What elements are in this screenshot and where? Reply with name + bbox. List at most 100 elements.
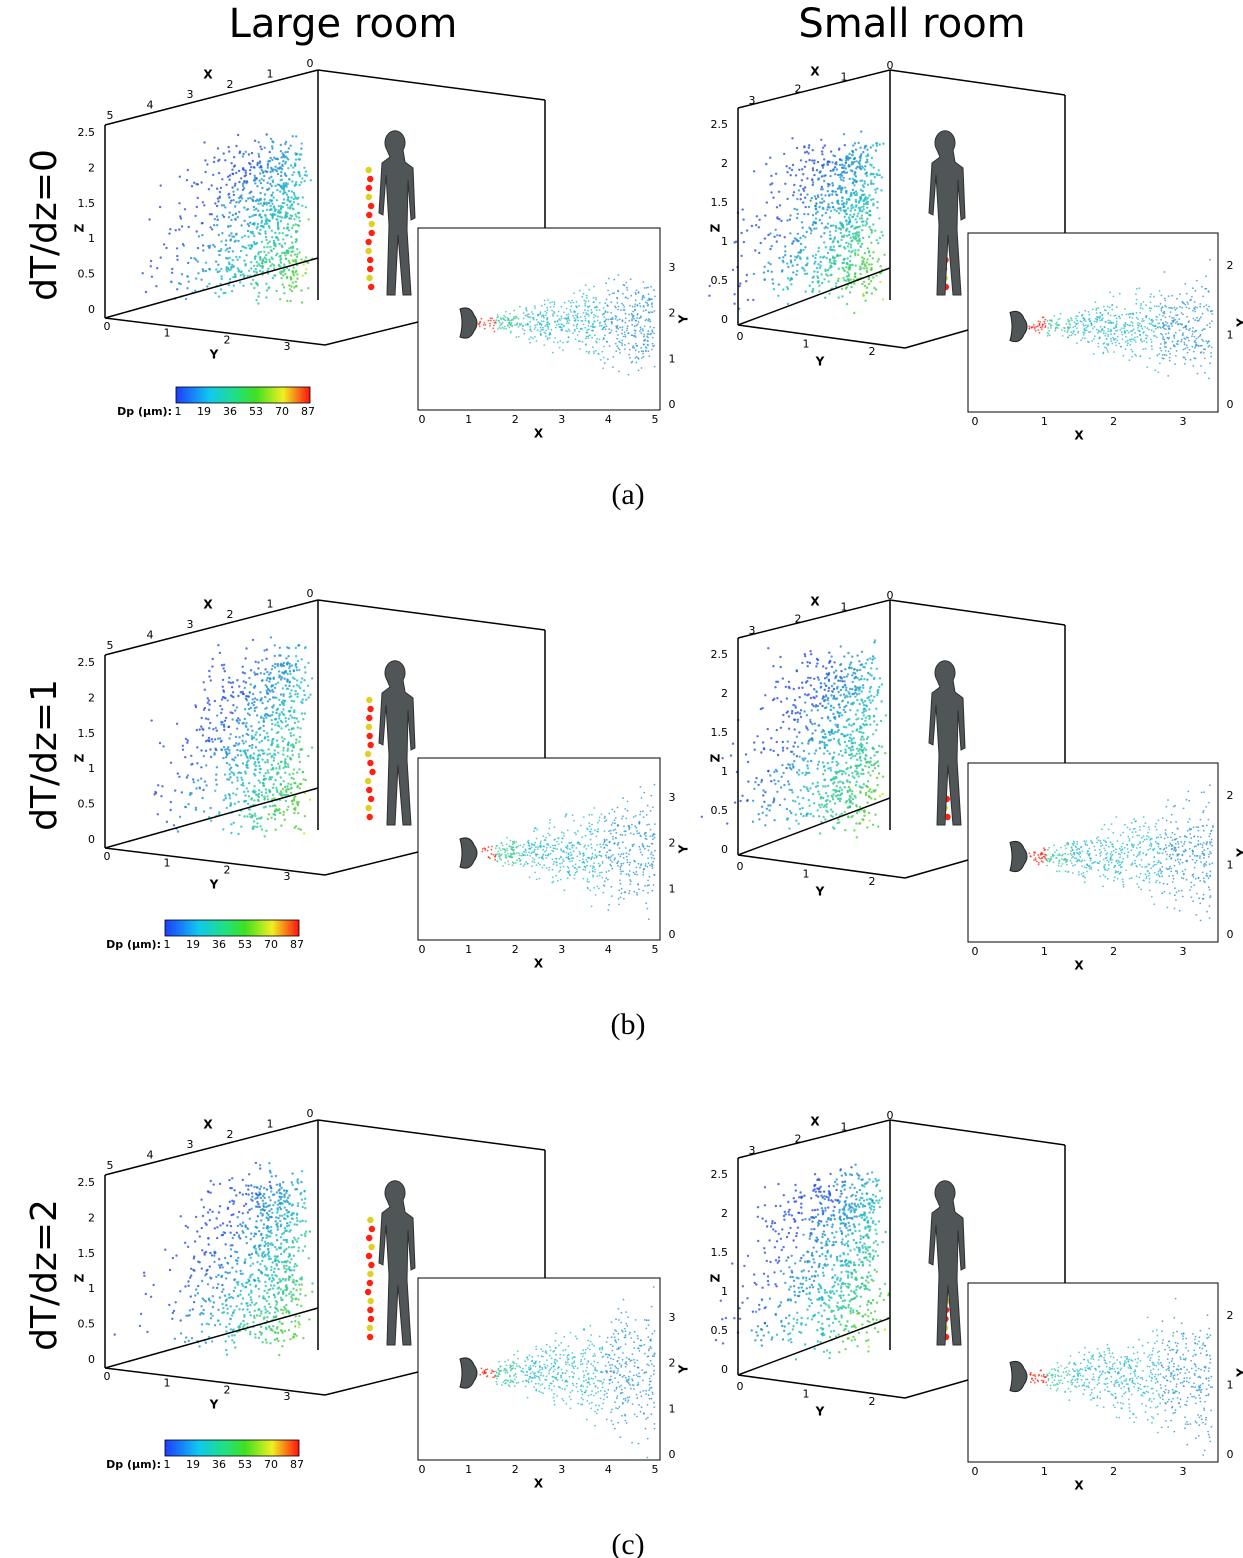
- particle: [506, 847, 508, 850]
- particle: [848, 164, 851, 168]
- particle: [857, 249, 860, 252]
- particle: [819, 264, 822, 267]
- particle: [595, 340, 597, 343]
- particle: [1164, 304, 1166, 307]
- particle: [280, 186, 283, 189]
- particle: [247, 153, 251, 156]
- particle: [274, 184, 277, 188]
- particle: [1116, 335, 1119, 338]
- particle: [215, 268, 218, 271]
- particle: [569, 851, 572, 854]
- particle: [1110, 333, 1112, 335]
- particle: [276, 721, 279, 724]
- particle: [1115, 317, 1118, 320]
- particle: [1188, 307, 1190, 310]
- particle: [795, 216, 799, 220]
- particle: [870, 241, 873, 244]
- particle: [509, 839, 512, 842]
- particle: [1072, 326, 1075, 329]
- particle: [852, 278, 855, 281]
- particle: [831, 184, 835, 187]
- particle: [870, 181, 873, 185]
- particle: [849, 243, 853, 247]
- particle: [546, 306, 549, 309]
- particle: [185, 179, 189, 182]
- particle: [778, 218, 781, 221]
- particle: [506, 836, 508, 839]
- particle: [309, 179, 312, 182]
- box-edge: [104, 257, 319, 319]
- z-tick-label: 0: [721, 313, 728, 326]
- particle: [857, 231, 861, 234]
- particle: [255, 227, 258, 230]
- particle: [213, 217, 217, 221]
- particle: [249, 221, 252, 224]
- particle: [499, 849, 502, 851]
- particle: [310, 746, 314, 749]
- particle: [1046, 334, 1049, 337]
- particle: [565, 314, 568, 316]
- particle: [263, 250, 266, 253]
- particle: [576, 334, 579, 336]
- particle: [253, 176, 257, 179]
- particle: [270, 743, 273, 746]
- particle: [551, 868, 554, 871]
- particle: [161, 785, 164, 788]
- particle: [259, 181, 263, 185]
- particle: [228, 773, 231, 776]
- particle: [235, 171, 238, 175]
- particle: [249, 172, 252, 176]
- particle: [834, 173, 837, 176]
- particle: [835, 168, 839, 171]
- particle: [305, 698, 308, 701]
- particle: [231, 172, 234, 175]
- particle: [845, 200, 848, 204]
- particle: [294, 693, 297, 696]
- z-tick-label: 1.5: [711, 196, 729, 209]
- particle: [772, 196, 775, 199]
- particle: [269, 690, 272, 693]
- particle: [619, 868, 622, 871]
- particle: [805, 263, 809, 267]
- particle: [1058, 317, 1061, 320]
- particle: [220, 240, 223, 243]
- particle: [264, 668, 267, 671]
- particle: [231, 781, 234, 784]
- particle: [504, 851, 506, 854]
- particle: [855, 233, 859, 236]
- particle: [249, 190, 253, 193]
- particle: [1141, 340, 1144, 343]
- particle: [310, 677, 314, 680]
- particle: [648, 355, 651, 357]
- particle: [228, 246, 232, 250]
- particle: [594, 315, 597, 317]
- particle: [490, 853, 493, 855]
- particle: [640, 797, 643, 799]
- particle: [279, 265, 282, 268]
- particle: [527, 313, 530, 316]
- particle: [280, 156, 283, 159]
- particle: [265, 201, 268, 204]
- particle: [1163, 340, 1166, 343]
- particle: [596, 844, 598, 846]
- particle: [544, 314, 547, 317]
- particle: [860, 130, 863, 133]
- particle: [644, 319, 647, 322]
- particle: [282, 672, 285, 675]
- particle: [271, 706, 274, 709]
- particle: [844, 190, 848, 193]
- particle: [625, 281, 628, 284]
- particle: [1177, 340, 1180, 342]
- particle: [162, 243, 166, 246]
- particle: [224, 206, 227, 209]
- particle: [708, 294, 711, 297]
- particle: [1192, 364, 1195, 367]
- particle: [1119, 328, 1122, 331]
- particle: [582, 858, 584, 860]
- particle: [622, 862, 625, 865]
- particle: [484, 848, 487, 850]
- particle: [255, 261, 259, 264]
- particle: [279, 693, 283, 696]
- particle: [229, 201, 232, 205]
- particle: [1209, 362, 1211, 365]
